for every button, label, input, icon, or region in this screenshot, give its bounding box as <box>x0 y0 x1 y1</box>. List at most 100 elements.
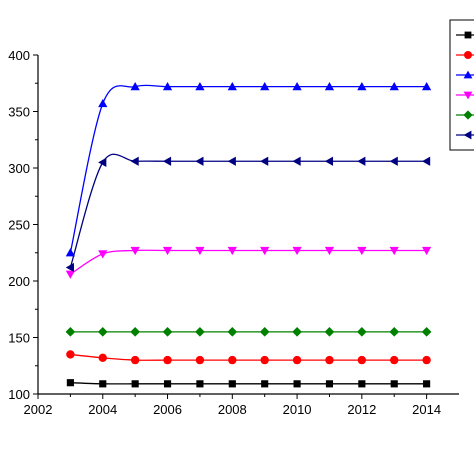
data-point-diamond <box>389 327 400 337</box>
legend <box>449 19 474 151</box>
data-point-square <box>228 380 236 388</box>
x-tick-label: 2006 <box>153 402 182 417</box>
data-point-circle <box>228 355 237 365</box>
legend-marker <box>463 91 473 100</box>
data-point-square <box>163 380 172 388</box>
data-point-diamond <box>65 327 76 337</box>
data-point-triangle-up <box>195 82 205 91</box>
legend-marker <box>463 110 473 120</box>
legend-box <box>449 19 474 151</box>
x-tick-label: 2014 <box>412 402 441 417</box>
data-point-triangle-left <box>421 156 431 166</box>
series-line-3 <box>69 84 427 253</box>
data-point-square <box>196 380 204 388</box>
y-tick-label: 400 <box>8 48 30 63</box>
data-point-triangle-left <box>65 262 74 273</box>
data-point-circle <box>98 353 107 363</box>
data-point-triangle-left <box>260 156 269 166</box>
series-markers-2 <box>66 350 431 365</box>
data-point-circle <box>195 355 205 365</box>
series-markers-3 <box>65 82 432 257</box>
data-point-triangle-left <box>389 156 398 166</box>
legend-marker <box>464 31 472 39</box>
data-point-circle <box>163 355 172 365</box>
data-point-diamond <box>292 327 302 337</box>
data-point-triangle-down <box>421 246 432 256</box>
data-point-diamond <box>357 327 367 337</box>
data-point-triangle-down <box>130 246 140 256</box>
x-tick-label: 2012 <box>347 402 376 417</box>
data-point-triangle-left <box>195 156 204 166</box>
data-point-triangle-down <box>227 246 237 256</box>
data-point-diamond <box>421 327 432 337</box>
y-tick-label: 250 <box>8 218 30 233</box>
data-point-circle <box>292 355 302 365</box>
data-point-triangle-left <box>292 156 301 166</box>
data-point-triangle-left <box>162 156 172 166</box>
data-point-triangle-left <box>357 156 366 166</box>
data-point-circle <box>66 350 75 359</box>
x-tick-label: 2008 <box>218 402 247 417</box>
series-line-4 <box>70 249 427 275</box>
x-tick-label: 2004 <box>88 402 117 417</box>
data-point-triangle-up <box>65 248 76 257</box>
data-point-triangle-up <box>357 82 367 91</box>
legend-marker <box>463 70 473 79</box>
series-markers <box>65 82 432 388</box>
data-point-triangle-up <box>324 82 335 91</box>
data-point-triangle-down <box>292 246 302 256</box>
data-point-triangle-up <box>260 82 270 91</box>
data-point-triangle-down <box>195 246 205 256</box>
data-point-circle <box>260 355 269 365</box>
data-point-triangle-up <box>130 82 140 91</box>
data-point-square <box>131 380 139 388</box>
data-point-square <box>325 380 334 388</box>
data-point-diamond <box>195 327 205 337</box>
data-point-circle <box>130 355 140 365</box>
data-point-triangle-down <box>98 250 108 259</box>
data-point-triangle-down <box>260 246 270 256</box>
data-point-square <box>261 380 269 388</box>
series-markers-1 <box>66 379 431 388</box>
data-point-square <box>390 380 398 388</box>
series-markers-6 <box>65 156 431 273</box>
x-tick-label: 2010 <box>283 402 312 417</box>
data-point-square <box>293 380 301 388</box>
axes: 2002 2004 2006 2008 2010 2012 2014 100 150 200 250… <box>8 48 459 417</box>
data-point-diamond <box>324 327 335 337</box>
data-point-triangle-left <box>324 156 334 166</box>
data-point-triangle-up <box>227 82 237 91</box>
data-point-diamond <box>162 327 173 337</box>
data-point-diamond <box>227 327 238 337</box>
legend-marker <box>463 130 472 140</box>
data-point-circle <box>325 355 334 365</box>
series-markers-5 <box>65 327 432 337</box>
data-point-triangle-up <box>389 82 399 91</box>
data-point-circle <box>390 355 399 365</box>
y-tick-label: 150 <box>8 331 30 346</box>
data-point-square <box>99 380 107 388</box>
series-line-2 <box>70 353 427 361</box>
x-tick-label: 2002 <box>24 402 53 417</box>
data-point-diamond <box>259 327 270 337</box>
data-point-triangle-left <box>227 156 236 166</box>
data-point-triangle-down <box>389 246 399 256</box>
data-point-triangle-up <box>162 82 173 91</box>
y-tick-label: 200 <box>8 274 30 289</box>
data-point-triangle-down <box>65 270 76 279</box>
data-point-triangle-down <box>324 246 335 256</box>
data-point-triangle-up <box>98 98 108 108</box>
data-point-triangle-up <box>292 82 302 91</box>
series-lines <box>69 84 427 385</box>
data-point-circle <box>357 355 367 365</box>
data-point-diamond <box>97 327 108 337</box>
y-tick-label: 350 <box>8 105 30 120</box>
legend-marker <box>464 51 472 59</box>
data-point-diamond <box>130 327 140 337</box>
y-tick-label: 100 <box>8 387 30 402</box>
data-point-circle <box>422 355 431 365</box>
data-point-triangle-down <box>357 246 367 256</box>
data-point-triangle-down <box>162 246 173 256</box>
data-point-triangle-up <box>421 82 432 91</box>
